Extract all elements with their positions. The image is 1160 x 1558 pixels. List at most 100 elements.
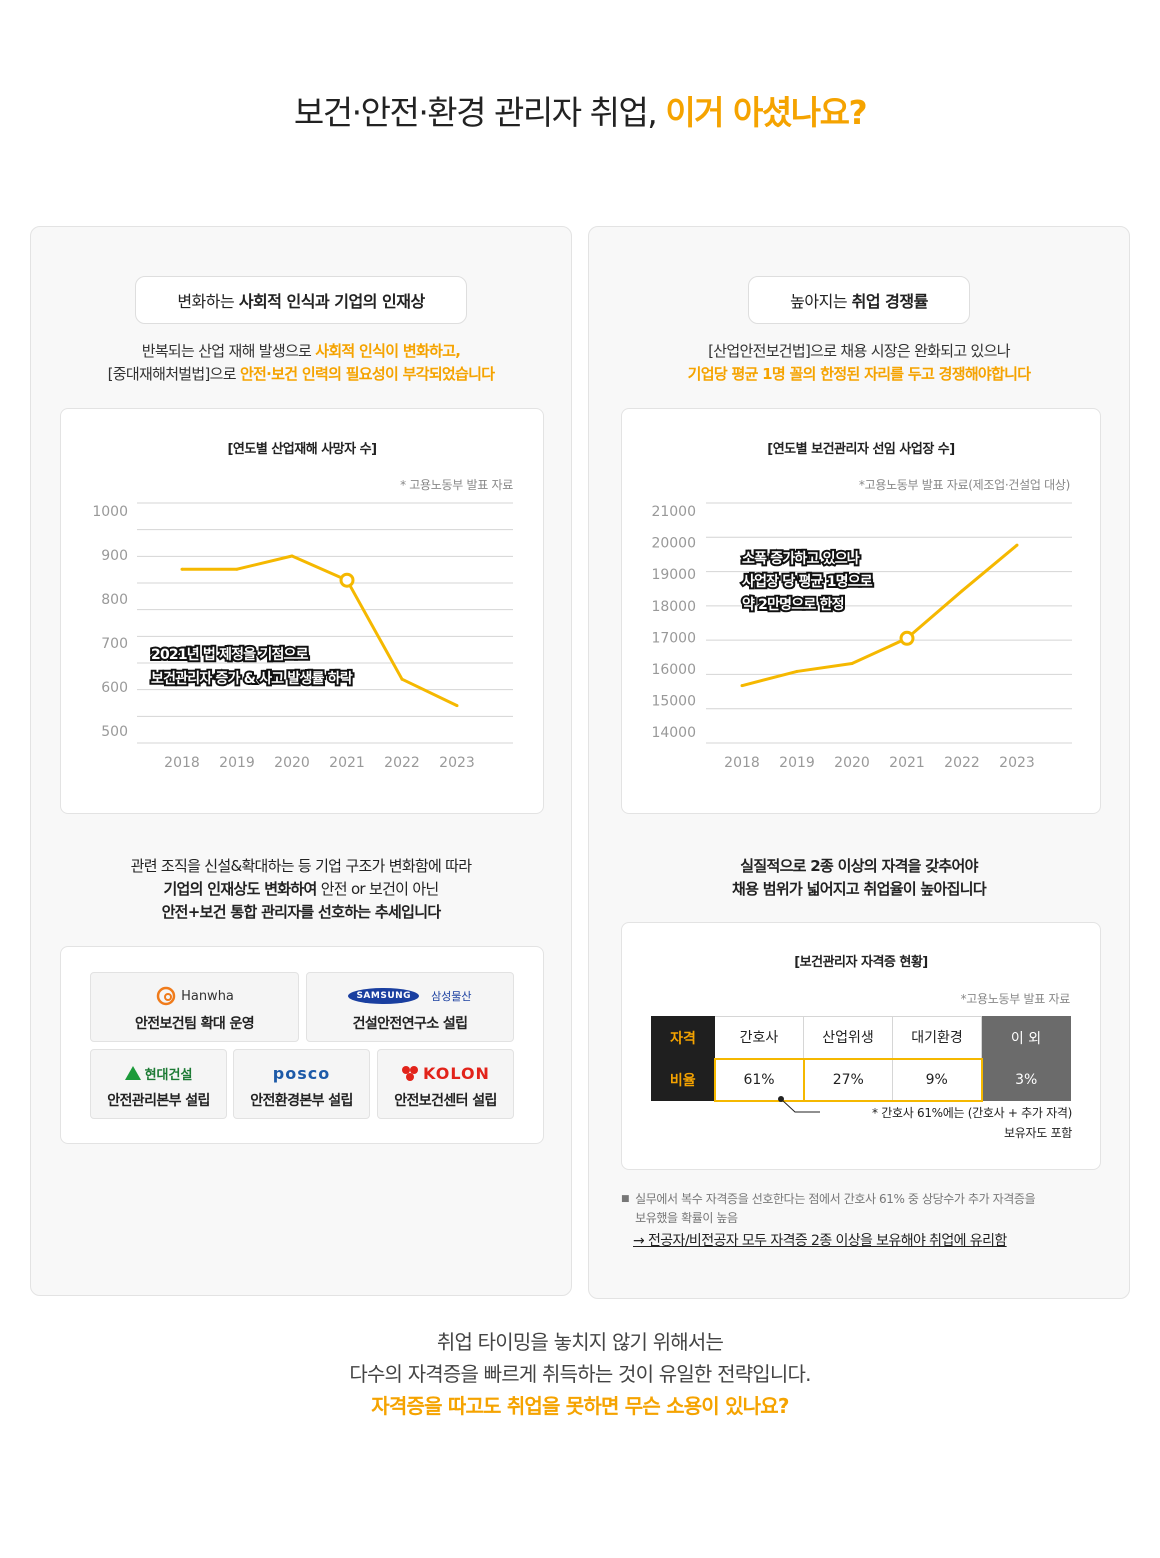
company-samsung: SAMSUNG 삼성물산 건설안전연구소 설립 (306, 972, 514, 1042)
y-tick-label: 20000 (651, 536, 696, 552)
x-tick-label: 2022 (384, 755, 420, 771)
table-note-line: * 간호사 61%에는 (간호사 + 추가 자격) (872, 1106, 1072, 1120)
data-point (795, 669, 799, 673)
pill-prefix: 높아지는 (790, 292, 848, 311)
chart-source: * 고용노동부 발표 자료 (400, 478, 513, 492)
table-cell: 간호사 (714, 1016, 804, 1059)
workplaces-chart-card: [연도별 보건관리자 선임 사업장 수] *고용노동부 발표 자료(제조업·건설… (621, 408, 1101, 814)
table-cell: 산업위생 (803, 1016, 893, 1059)
table-note-line: 보유자도 포함 (1004, 1126, 1072, 1140)
company-kolon: KOLON 안전보건센터 설립 (377, 1049, 514, 1119)
chart-annotation-line: 사업장 당 평균 1명으로 (742, 573, 873, 590)
y-tick-label: 15000 (651, 694, 696, 710)
company-hyundai: 현대건설 안전관리본부 설립 (90, 1049, 227, 1119)
x-tick-label: 2023 (999, 755, 1035, 771)
chart-source: *고용노동부 발표 자료(제조업·건설업 대상) (858, 478, 1070, 492)
table-title: [보건관리자 자격증 현황] (794, 955, 928, 970)
chart-annotation-line: 소폭 증가하고 있으나 (742, 550, 860, 567)
x-tick-label: 2023 (439, 755, 475, 771)
hanwha-swirl-icon (156, 986, 176, 1006)
kolon-logo: KOLON (378, 1063, 513, 1083)
closing-line: 다수의 자격증을 빠르게 취득하는 것이 유일한 전략입니다. (349, 1362, 811, 1386)
data-point (850, 662, 854, 666)
y-tick-label: 1000 (92, 504, 128, 520)
intro-highlight: 안전·보건 인력의 필요성이 부각되었습니다 (239, 365, 495, 383)
x-tick-label: 2018 (724, 755, 760, 771)
closing-message: 취업 타이밍을 놓치지 않기 위해서는 다수의 자격증을 빠르게 취득하는 것이… (0, 1326, 1160, 1422)
posco-logo: posco (234, 1063, 369, 1083)
kolon-wordmark: KOLON (423, 1063, 490, 1083)
row-head: 자격 (651, 1016, 715, 1059)
x-tick-label: 2021 (889, 755, 925, 771)
certification-card: [보건관리자 자격증 현황] *고용노동부 발표 자료 자격 간호사 산업위생 … (621, 922, 1101, 1170)
company-caption: 안전보건센터 설립 (394, 1093, 497, 1109)
footnote: ■ 실무에서 복수 자격증을 선호한다는 점에서 간호사 61% 중 상당수가 … (621, 1190, 1101, 1251)
y-tick-label: 21000 (651, 504, 696, 520)
intro-highlight: 기업당 평균 1명 꼴의 한정된 자리를 두고 경쟁해야합니다 (687, 365, 1031, 383)
hanwha-logo: Hanwha (91, 986, 298, 1006)
x-tick-label: 2020 (274, 755, 310, 771)
chart-annotation-line: 약 2만명으로 한정 (742, 596, 844, 613)
body-line: 안전+보건 통합 관리자를 선호하는 추세입니다 (161, 903, 442, 921)
table-note: * 간호사 61%에는 (간호사 + 추가 자격) 보유자도 포함 (822, 1103, 1072, 1143)
data-point (400, 677, 404, 681)
section-body: 관련 조직을 신설&확대하는 등 기업 구조가 변화함에 따라 기업의 인재상도… (31, 855, 571, 924)
y-tick-label: 18000 (651, 599, 696, 615)
page-title-highlight: 이거 아셨나요? (665, 93, 867, 132)
intro-plain: [산업안전보건법]으로 채용 시장은 완화되고 있으나 (708, 342, 1010, 360)
hyundai-logo: 현대건설 (91, 1063, 226, 1083)
highlight-point (339, 572, 355, 588)
note-connector (778, 1096, 820, 1113)
hyundai-triangle-icon (124, 1066, 141, 1080)
table-cell: 3% (981, 1058, 1071, 1101)
data-point (180, 567, 184, 571)
data-point (290, 554, 294, 558)
page-title-plain: 보건·안전·환경 관리자 취업, (293, 93, 658, 132)
posco-wordmark: posco (272, 1063, 331, 1083)
closing-line: 취업 타이밍을 놓치지 않기 위해서는 (436, 1330, 724, 1354)
y-tick-label: 19000 (651, 567, 696, 583)
fatalities-line-chart: 1000 900 800 700 600 500 2018 2019 2020 2021 2022 2… (92, 502, 513, 771)
fatalities-chart-card: [연도별 산업재해 사망자 수] * 고용노동부 발표 자료 1000 900 80… (60, 408, 544, 814)
pill-prefix: 변화하는 (177, 292, 235, 311)
table-row: 비율 61% 27% 9% 3% (651, 1057, 1071, 1102)
samsung-logo: SAMSUNG 삼성물산 (307, 986, 513, 1006)
footnote-conclusion: → 전공자/비전공자 모두 자격증 2종 이상을 보유해야 취업에 유리함 (633, 1233, 1007, 1249)
company-caption: 안전환경본부 설립 (250, 1093, 353, 1109)
y-tick-label: 14000 (651, 725, 696, 741)
y-tick-label: 600 (101, 680, 128, 696)
table-source: *고용노동부 발표 자료 (960, 992, 1071, 1006)
table-cell-highlight: 61% (713, 1057, 805, 1102)
section-intro: [산업안전보건법]으로 채용 시장은 완화되고 있으나 기업당 평균 1명 꼴의… (589, 340, 1129, 386)
x-tick-label: 2021 (329, 755, 365, 771)
series-line (182, 554, 458, 707)
x-tick-label: 2018 (164, 755, 200, 771)
table-cell-highlight: 27% (803, 1057, 893, 1102)
data-point (455, 704, 459, 708)
body-line: 관련 조직을 신설&확대하는 등 기업 구조가 변화함에 따라 (130, 857, 472, 875)
x-tick-label: 2020 (834, 755, 870, 771)
row-head: 비율 (651, 1058, 715, 1101)
series-line (741, 543, 1018, 688)
kolon-mark-icon (402, 1066, 419, 1081)
chart-plot-group: 1000 900 800 700 600 500 2018 2019 2020 2021 2022 2… (92, 502, 513, 771)
intro-plain: 반복되는 산업 재해 발생으로 (141, 342, 312, 360)
workplaces-line-chart: 21000 20000 19000 18000 17000 16000 15000 14000… (651, 502, 1072, 771)
y-tick-label: 700 (101, 636, 128, 652)
data-point (1015, 543, 1019, 547)
y-tick-label: 900 (101, 548, 128, 564)
section-body: 실질적으로 2종 이상의 자격을 갖추어야 채용 범위가 넓어지고 취업율이 높… (589, 855, 1129, 901)
body-line: 실질적으로 2종 이상의 자격을 갖추어야 (740, 857, 978, 875)
data-point (740, 684, 744, 688)
company-hanwha: Hanwha 안전보건팀 확대 운영 (90, 972, 299, 1042)
body-bold: 기업의 인재상도 변화하여 (163, 880, 317, 898)
pill-bold: 취업 경쟁률 (851, 292, 929, 311)
hanwha-wordmark: Hanwha (181, 988, 234, 1004)
samsung-subtext: 삼성물산 (431, 990, 472, 1003)
competition-panel: 높아지는 취업 경쟁률 [산업안전보건법]으로 채용 시장은 완화되고 있으나 … (588, 226, 1130, 1299)
footnote-line: 보유했을 확률이 높음 (635, 1211, 738, 1225)
intro-highlight: 사회적 인식이 변화하고, (315, 342, 461, 360)
certification-table: 자격 간호사 산업위생 대기환경 이 외 비율 61% 27% 9% 3% (651, 1016, 1071, 1102)
data-point (235, 567, 239, 571)
body-line: 채용 범위가 넓어지고 취업율이 높아집니다 (732, 880, 987, 898)
